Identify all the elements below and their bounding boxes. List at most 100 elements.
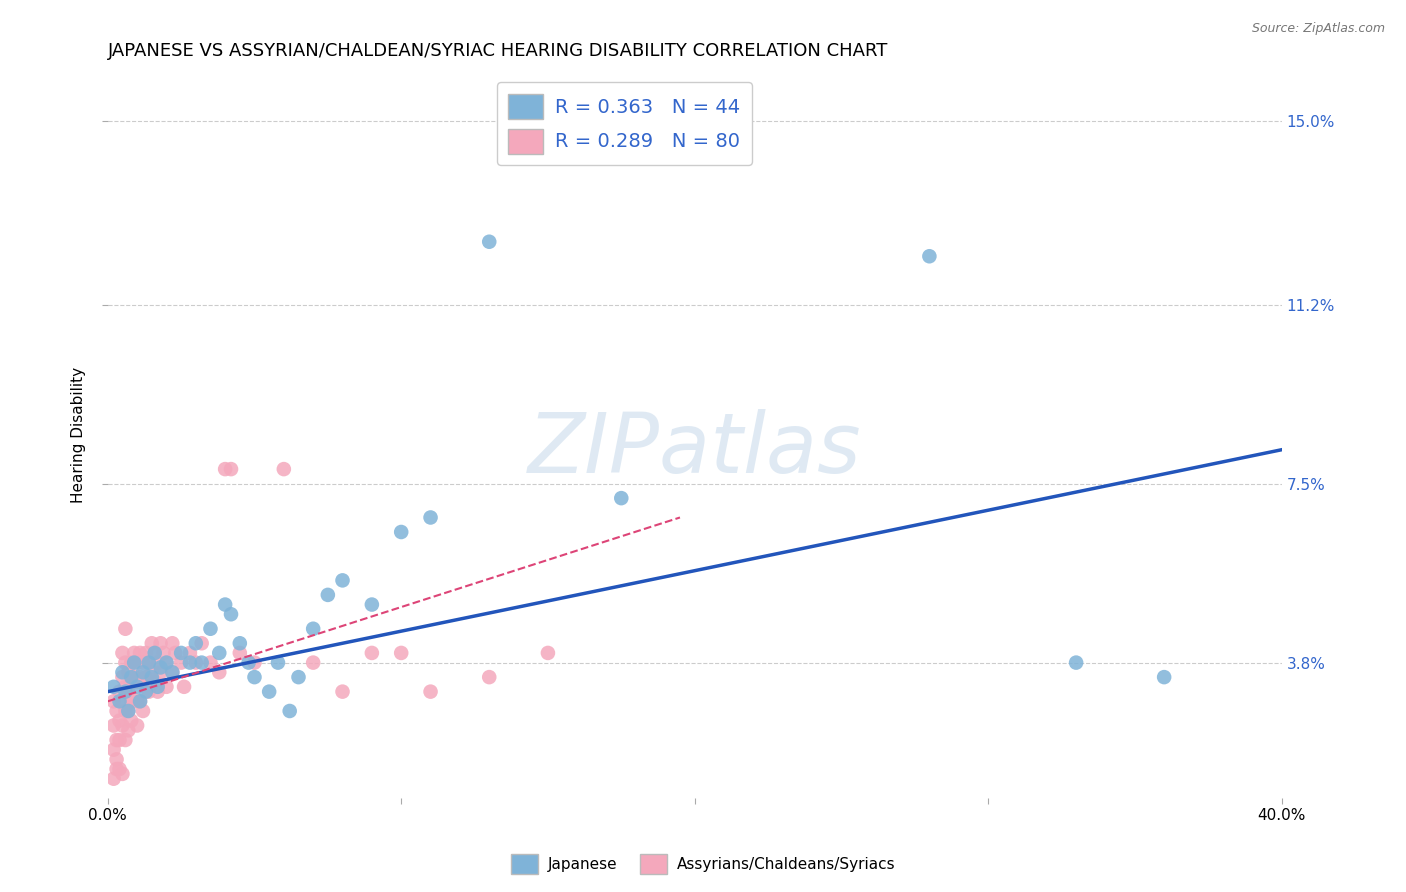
Point xyxy=(478,235,501,249)
Point xyxy=(132,704,155,718)
Point xyxy=(117,704,139,718)
Point xyxy=(132,665,155,680)
Point xyxy=(200,622,222,636)
Point xyxy=(114,680,136,694)
Point xyxy=(114,622,136,636)
Point xyxy=(190,656,212,670)
Point xyxy=(103,718,125,732)
Point xyxy=(1153,670,1175,684)
Point xyxy=(149,636,172,650)
Point xyxy=(103,680,125,694)
Point xyxy=(243,656,266,670)
Point xyxy=(138,656,160,670)
Point xyxy=(155,656,177,670)
Point xyxy=(129,646,152,660)
Point xyxy=(918,249,941,263)
Point xyxy=(478,670,501,684)
Point xyxy=(152,646,174,660)
Point xyxy=(165,646,187,660)
Point xyxy=(111,670,134,684)
Point xyxy=(117,704,139,718)
Point xyxy=(257,684,280,698)
Point xyxy=(219,462,242,476)
Point xyxy=(214,598,236,612)
Point xyxy=(149,665,172,680)
Point xyxy=(114,704,136,718)
Point xyxy=(122,656,145,670)
Point xyxy=(105,704,128,718)
Point xyxy=(114,733,136,747)
Point xyxy=(108,762,131,776)
Point xyxy=(419,684,441,698)
Point xyxy=(146,656,169,670)
Point xyxy=(105,762,128,776)
Point xyxy=(200,656,222,670)
Point xyxy=(1064,656,1087,670)
Point xyxy=(129,670,152,684)
Point xyxy=(229,636,252,650)
Point xyxy=(117,684,139,698)
Point xyxy=(135,684,157,698)
Point xyxy=(103,694,125,708)
Point xyxy=(190,636,212,650)
Point xyxy=(111,665,134,680)
Point xyxy=(173,680,195,694)
Point xyxy=(127,656,149,670)
Point xyxy=(243,670,266,684)
Point xyxy=(122,646,145,660)
Y-axis label: Hearing Disability: Hearing Disability xyxy=(72,368,86,503)
Point xyxy=(143,675,166,690)
Point xyxy=(184,636,207,650)
Point xyxy=(120,675,142,690)
Point xyxy=(302,656,325,670)
Point xyxy=(332,574,354,588)
Point xyxy=(184,656,207,670)
Point xyxy=(238,656,260,670)
Point xyxy=(132,675,155,690)
Point xyxy=(127,718,149,732)
Point xyxy=(138,684,160,698)
Point xyxy=(267,656,290,670)
Point xyxy=(129,694,152,708)
Point xyxy=(127,675,149,690)
Point xyxy=(273,462,295,476)
Point xyxy=(135,670,157,684)
Point xyxy=(108,694,131,708)
Point xyxy=(141,665,163,680)
Point xyxy=(332,684,354,698)
Text: ZIPatlas: ZIPatlas xyxy=(527,409,862,491)
Point xyxy=(103,742,125,756)
Point xyxy=(122,670,145,684)
Legend: Japanese, Assyrians/Chaldeans/Syriacs: Japanese, Assyrians/Chaldeans/Syriacs xyxy=(505,848,901,880)
Point xyxy=(146,684,169,698)
Point xyxy=(360,646,382,660)
Point xyxy=(111,694,134,708)
Point xyxy=(120,694,142,708)
Point xyxy=(287,670,309,684)
Point xyxy=(155,680,177,694)
Point xyxy=(120,656,142,670)
Point xyxy=(302,622,325,636)
Point xyxy=(129,694,152,708)
Point xyxy=(208,665,231,680)
Point xyxy=(149,660,172,674)
Point xyxy=(117,723,139,738)
Point xyxy=(214,462,236,476)
Point xyxy=(108,714,131,728)
Point xyxy=(170,656,193,670)
Point xyxy=(103,772,125,786)
Point xyxy=(389,646,412,660)
Point xyxy=(135,646,157,660)
Point xyxy=(170,646,193,660)
Point xyxy=(105,752,128,766)
Text: JAPANESE VS ASSYRIAN/CHALDEAN/SYRIAC HEARING DISABILITY CORRELATION CHART: JAPANESE VS ASSYRIAN/CHALDEAN/SYRIAC HEA… xyxy=(108,42,889,60)
Point xyxy=(179,656,201,670)
Point xyxy=(143,646,166,660)
Point xyxy=(316,588,339,602)
Point xyxy=(108,684,131,698)
Point xyxy=(155,656,177,670)
Point xyxy=(141,670,163,684)
Point xyxy=(111,767,134,781)
Point xyxy=(389,524,412,539)
Point xyxy=(143,646,166,660)
